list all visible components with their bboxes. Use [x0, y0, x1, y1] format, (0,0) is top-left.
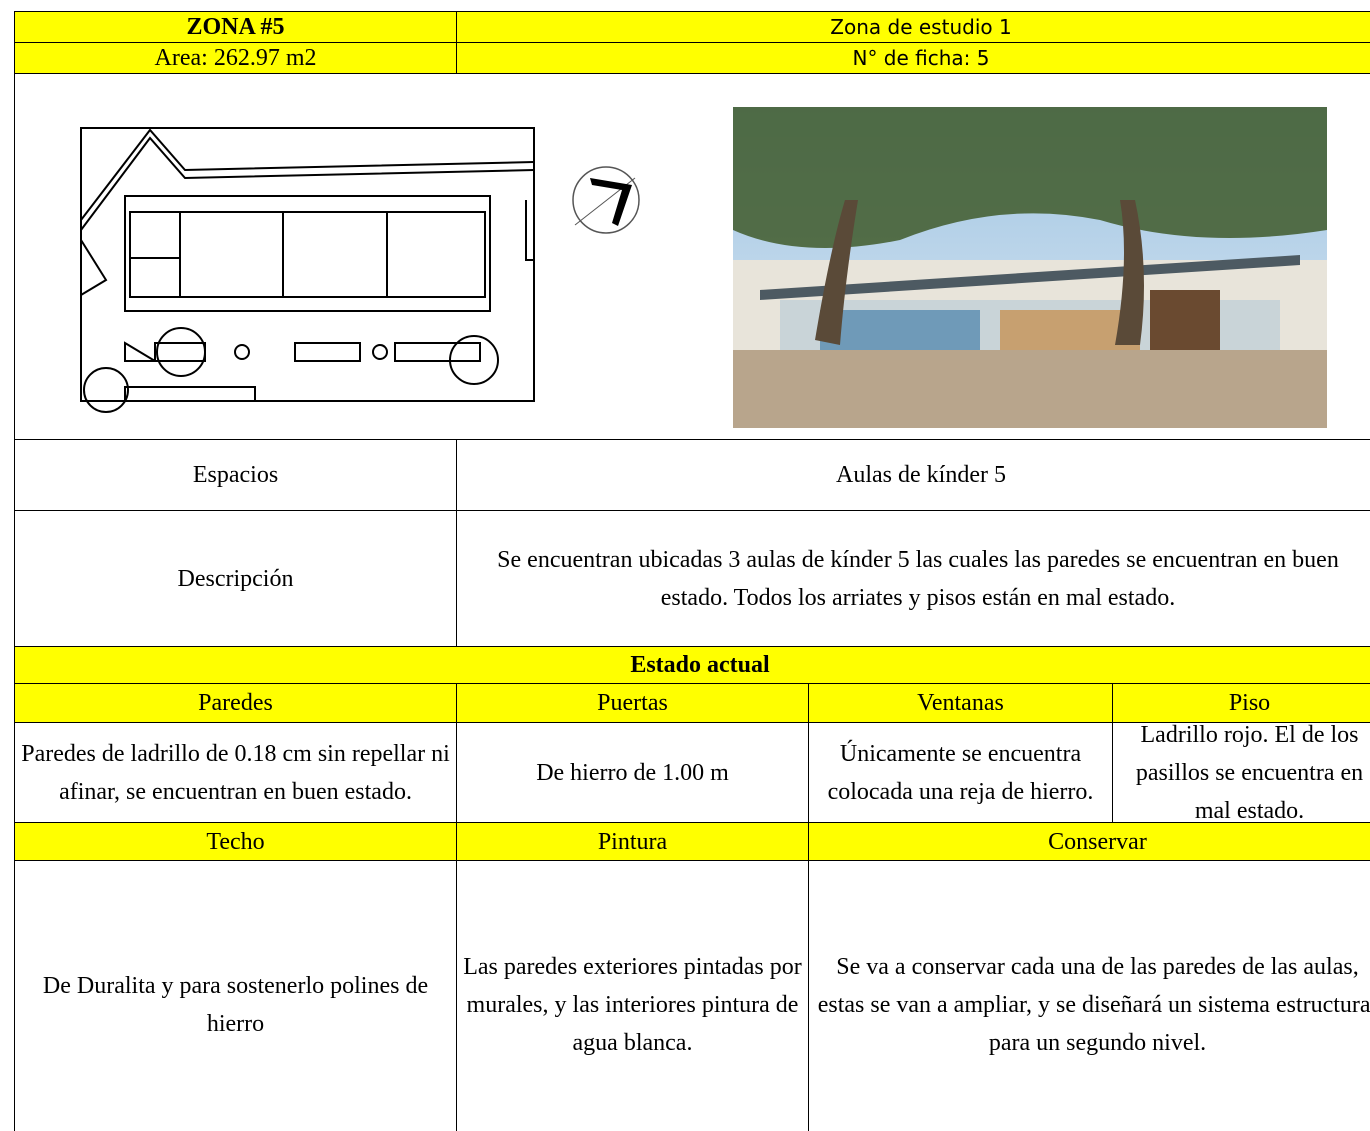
- header-cell: Conservar: [808, 822, 1370, 861]
- header-cell: Ventanas: [808, 683, 1113, 723]
- section-title: Estado actual: [14, 646, 1370, 684]
- photo: [733, 107, 1327, 428]
- header-cell: Techo: [14, 822, 457, 861]
- header-cell: Pintura: [456, 822, 809, 861]
- zone: ZONA #5: [14, 11, 457, 43]
- header-cell: Paredes: [14, 683, 457, 723]
- header-cell: Piso: [1112, 683, 1370, 723]
- north-arrow: [572, 166, 640, 234]
- description-label: Descripción: [14, 510, 457, 647]
- value-cell: De hierro de 1.00 m: [456, 722, 809, 823]
- study-zone: Zona de estudio 1: [456, 11, 1370, 43]
- header-cell: Puertas: [456, 683, 809, 723]
- value-cell: Paredes de ladrillo de 0.18 cm sin repel…: [14, 722, 457, 823]
- description-value: Se encuentran ubicadas 3 aulas de kínder…: [456, 510, 1370, 647]
- ficha: N° de ficha: 5: [456, 42, 1370, 74]
- spaces-label: Espacios: [14, 439, 457, 511]
- site-plan: [80, 127, 535, 413]
- value-cell: Las paredes exteriores pintadas por mura…: [456, 860, 809, 1131]
- value-cell: Se va a conservar cada una de las parede…: [808, 860, 1370, 1131]
- images: [80, 107, 1327, 428]
- spaces-value: Aulas de kínder 5: [456, 439, 1370, 511]
- value-cell: Ladrillo rojo. El de los pasillos se enc…: [1112, 722, 1370, 824]
- value-cell: Únicamente se encuentra colocada una rej…: [808, 722, 1113, 823]
- value-cell: De Duralita y para sostenerlo polines de…: [14, 860, 457, 1131]
